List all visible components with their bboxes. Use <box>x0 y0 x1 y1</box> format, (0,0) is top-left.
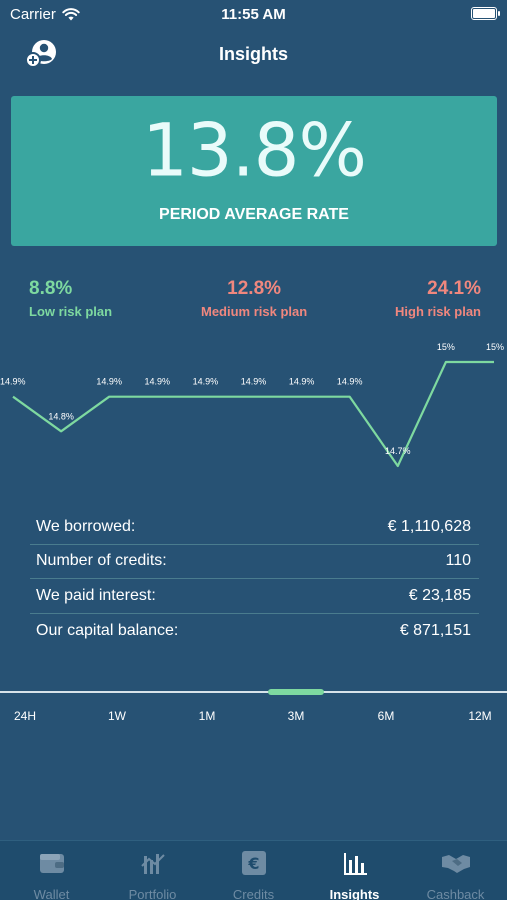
period-6m[interactable]: 6M <box>377 709 395 723</box>
point-label: 14.7% <box>385 446 411 456</box>
stat-value: € 871,151 <box>399 621 471 639</box>
point-label: 15% <box>486 342 504 352</box>
point-label: 14.9% <box>0 377 26 387</box>
page-title: Insights <box>218 44 288 64</box>
stat-row-borrowed: We borrowed: € 1,110,628 <box>30 510 479 545</box>
svg-text:€: € <box>247 854 259 873</box>
nav-bar: Insights <box>0 36 507 72</box>
tab-label: Credits <box>232 887 275 900</box>
plan-rate: 8.8% <box>29 278 73 299</box>
plan-medium-risk: 12.8% Medium risk plan <box>201 278 307 319</box>
tab-insights[interactable]: Insights <box>304 849 405 900</box>
plan-name: High risk plan <box>395 304 481 319</box>
period-average-rate-card: 13.8% PERIOD AVERAGE RATE <box>11 96 497 246</box>
stat-label: We paid interest: <box>36 586 156 604</box>
stat-value: 110 <box>445 552 471 570</box>
rate-line-chart-svg: 14.9% 14.8% 14.9% 14.9% 14.9% 14.9% 14.9% 14.9%… <box>0 342 504 468</box>
add-user-button[interactable] <box>24 38 60 70</box>
handshake-icon <box>441 855 470 873</box>
plan-high-risk: 24.1% High risk plan <box>395 278 481 319</box>
battery-icon <box>471 7 500 20</box>
plan-rate: 24.1% <box>427 278 481 299</box>
average-rate-label: PERIOD AVERAGE RATE <box>159 206 349 223</box>
stat-row-capital-balance: Our capital balance: € 871,151 <box>30 614 479 649</box>
stat-value: € 23,185 <box>408 586 471 604</box>
period-options: 24H 1W 1M 3M 6M 12M <box>0 709 507 725</box>
euro-credit-icon: € <box>241 851 266 875</box>
risk-plans: 8.8% Low risk plan 12.8% Medium risk pla… <box>0 278 507 319</box>
tab-bar: Wallet Portfolio € Credits <box>0 840 507 900</box>
carrier-name: Carrier <box>10 6 56 23</box>
wallet-icon <box>39 854 64 873</box>
plan-name: Medium risk plan <box>201 304 308 319</box>
plan-rate: 12.8% <box>227 278 282 299</box>
status-bar: Carrier 11:55 AM <box>0 0 507 30</box>
point-label: 14.9% <box>241 377 267 387</box>
rate-line-chart: 14.9% 14.8% 14.9% 14.9% 14.9% 14.9% 14.9% 14.9%… <box>0 335 507 485</box>
stat-value: € 1,110,628 <box>387 517 471 535</box>
tab-label: Insights <box>329 887 380 900</box>
point-label: 14.9% <box>289 377 315 387</box>
plan-name: Low risk plan <box>29 304 113 319</box>
period-slider-track[interactable] <box>0 691 507 693</box>
period-1w[interactable]: 1W <box>108 709 126 723</box>
stat-row-interest: We paid interest: € 23,185 <box>30 579 479 614</box>
point-label: 15% <box>437 342 455 352</box>
add-user-icon <box>25 40 56 68</box>
stats-list: We borrowed: € 1,110,628 Number of credi… <box>30 510 479 648</box>
period-1m[interactable]: 1M <box>198 709 216 723</box>
period-3m[interactable]: 3M <box>287 709 305 723</box>
point-label: 14.8% <box>48 411 74 421</box>
period-slider-thumb[interactable] <box>268 689 324 695</box>
wifi-icon <box>62 8 80 21</box>
period-12m[interactable]: 12M <box>468 709 492 723</box>
stat-label: We borrowed: <box>36 517 136 535</box>
series-line <box>12 360 494 468</box>
point-label: 14.9% <box>96 377 122 387</box>
plan-low-risk: 8.8% Low risk plan <box>29 278 112 319</box>
tab-label: Wallet <box>33 887 70 900</box>
tab-cashback[interactable]: Cashback <box>405 849 506 900</box>
stat-label: Number of credits: <box>36 552 167 570</box>
stat-label: Our capital balance: <box>36 621 179 639</box>
tab-portfolio[interactable]: Portfolio <box>102 849 203 900</box>
point-label: 14.9% <box>145 377 171 387</box>
clock: 11:55 AM <box>221 6 286 23</box>
tab-wallet[interactable]: Wallet <box>1 849 102 900</box>
period-24h[interactable]: 24H <box>13 709 37 723</box>
carrier-info: Carrier <box>10 6 80 23</box>
point-label: 14.9% <box>193 377 219 387</box>
portfolio-icon <box>140 854 165 874</box>
point-label: 14.9% <box>337 377 363 387</box>
tab-label: Cashback <box>426 887 485 900</box>
average-rate-value: 13.8% <box>142 107 367 193</box>
tab-credits[interactable]: € Credits <box>203 849 304 900</box>
tab-label: Portfolio <box>128 887 177 900</box>
bar-chart-icon <box>343 853 367 875</box>
stat-row-credits: Number of credits: 110 <box>30 545 479 579</box>
